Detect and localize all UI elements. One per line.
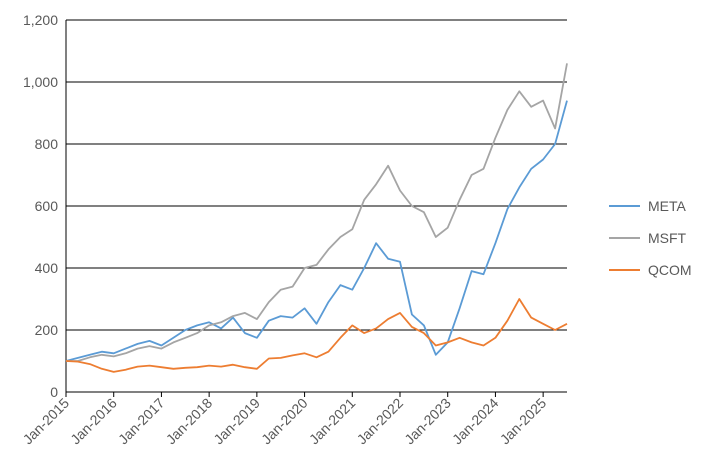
x-tick-label: Jan-2020: [258, 395, 311, 448]
legend-label-msft: MSFT: [648, 230, 687, 246]
legend-label-qcom: QCOM: [648, 262, 692, 278]
x-tick-label: Jan-2025: [497, 395, 550, 448]
x-tick-label: Jan-2015: [20, 395, 73, 448]
axes: [65, 20, 567, 397]
gridlines: [66, 19, 567, 331]
legend-label-meta: META: [648, 198, 687, 214]
x-tick-label: Jan-2023: [401, 395, 454, 448]
x-tick-label: Jan-2022: [354, 395, 407, 448]
y-tick-label: 400: [35, 260, 59, 276]
series-line-msft: [66, 63, 568, 362]
x-tick-label: Jan-2017: [115, 395, 168, 448]
y-tick-label: 600: [35, 198, 59, 214]
x-tick-label: Jan-2019: [210, 395, 263, 448]
y-tick-label: 200: [35, 322, 59, 338]
x-tick-label: Jan-2021: [306, 395, 359, 448]
x-tick-label: Jan-2018: [163, 395, 216, 448]
series-lines: [65, 63, 568, 373]
series-line-meta: [65, 100, 568, 362]
y-tick-label: 1,000: [23, 74, 58, 90]
y-tick-label: 800: [35, 136, 59, 152]
x-axis-tick-labels: Jan-2015Jan-2016Jan-2017Jan-2018Jan-2019…: [20, 395, 550, 448]
x-tick-label: Jan-2016: [67, 395, 120, 448]
legend: META MSFT QCOM: [609, 198, 692, 278]
y-tick-label: 1,200: [23, 12, 58, 28]
y-tick-label: 0: [50, 384, 58, 400]
y-axis-tick-labels: 0 200 400 600 800 1,000 1,200: [23, 12, 58, 400]
series-line-qcom: [65, 298, 568, 373]
x-tick-label: Jan-2024: [449, 395, 502, 448]
